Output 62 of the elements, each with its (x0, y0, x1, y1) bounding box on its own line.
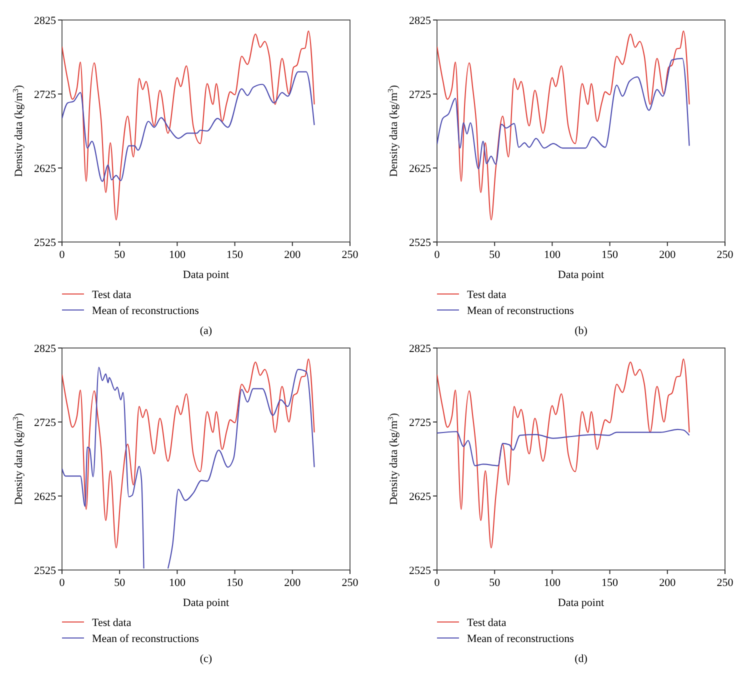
y-tick-label: 2525 (34, 236, 56, 249)
line-series (437, 30, 690, 220)
x-tick-label: 200 (284, 577, 302, 589)
x-tick-label: 100 (544, 577, 561, 589)
text: (b) (574, 325, 588, 337)
line-series (437, 428, 690, 466)
y-tick-label: 2625 (409, 162, 432, 175)
x-tick-label: 50 (114, 249, 126, 261)
legend-label: Test data (467, 616, 506, 629)
y-tick-label: 2725 (34, 88, 56, 101)
x-axis-title: Data point (558, 269, 604, 281)
legend-label: Test data (92, 288, 132, 301)
legend-label: Mean of reconstructions (92, 304, 199, 317)
y-tick-label: 2625 (409, 490, 432, 503)
x-tick-label: 250 (342, 577, 359, 589)
x-tick-label: 0 (434, 577, 440, 589)
x-tick-label: 0 (59, 249, 66, 261)
y-tick-label: 2525 (409, 236, 432, 249)
legend-label: Test data (467, 288, 506, 301)
x-tick-label: 0 (434, 249, 440, 261)
x-tick-label: 0 (59, 577, 66, 589)
y-tick-label: 2825 (409, 14, 432, 27)
y-tick-label: 2625 (34, 490, 56, 503)
line-series (437, 58, 690, 170)
line-series (62, 30, 315, 220)
x-tick-label: 150 (226, 577, 244, 589)
y-tick-label: 2525 (409, 564, 432, 577)
y-tick-label: 2525 (34, 564, 56, 577)
text: (c) (200, 653, 212, 665)
x-tick-label: 100 (168, 577, 186, 589)
x-tick-label: 150 (602, 249, 619, 261)
x-tick-label: 150 (226, 249, 244, 261)
x-tick-label: 250 (716, 249, 734, 261)
x-tick-label: 250 (716, 577, 734, 589)
x-axis-title: Data point (558, 597, 604, 609)
legend-label: Mean of reconstructions (467, 632, 574, 645)
legend-label: Mean of reconstructions (467, 304, 574, 317)
y-tick-label: 2625 (34, 162, 56, 175)
y-tick-label: 2725 (34, 416, 56, 429)
y-tick-label: 2825 (34, 14, 56, 27)
x-tick-label: 100 (544, 249, 561, 261)
legend-label: Test data (92, 616, 132, 629)
x-tick-label: 200 (659, 249, 676, 261)
y-tick-label: 2725 (409, 416, 432, 429)
x-axis-title: Data point (182, 269, 230, 281)
text: (a) (200, 325, 212, 337)
x-axis-title: Data point (182, 597, 230, 609)
line-series (437, 358, 690, 548)
x-tick-label: 200 (659, 577, 676, 589)
y-tick-label: 2825 (409, 342, 432, 355)
line-series (62, 71, 315, 182)
x-tick-label: 50 (114, 577, 126, 589)
y-tick-label: 2725 (409, 88, 432, 101)
y-tick-label: 2825 (34, 342, 56, 355)
x-tick-label: 50 (489, 249, 501, 261)
x-tick-label: 150 (602, 577, 619, 589)
x-tick-label: 250 (342, 249, 359, 261)
legend-label: Mean of reconstructions (92, 632, 199, 645)
x-tick-label: 50 (489, 577, 501, 589)
x-tick-label: 200 (284, 249, 302, 261)
text: (d) (574, 653, 588, 665)
x-tick-label: 100 (168, 249, 186, 261)
